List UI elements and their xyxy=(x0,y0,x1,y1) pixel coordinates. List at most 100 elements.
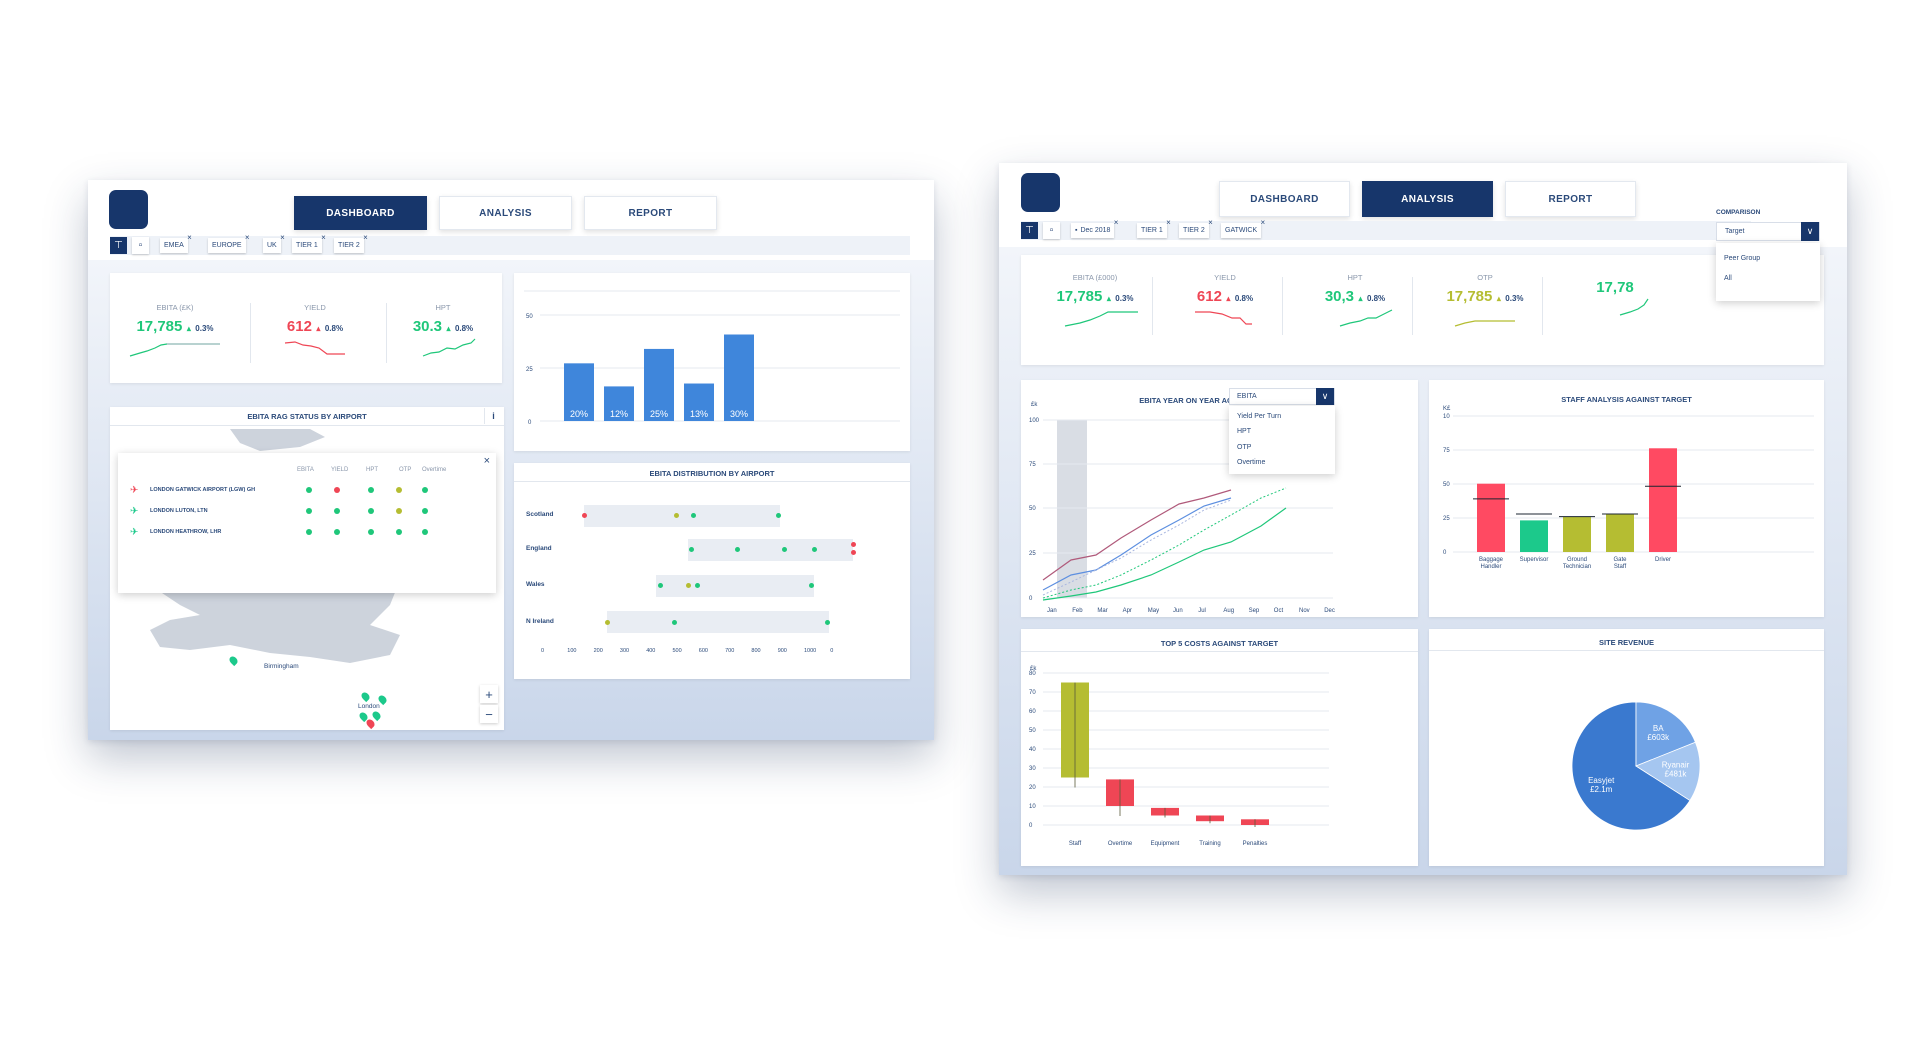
airport-name[interactable]: LONDON LUTON, LTN xyxy=(150,508,208,514)
menu-item[interactable]: Peer Group xyxy=(1724,255,1761,262)
status-dot[interactable] xyxy=(334,508,340,514)
airport-name[interactable]: LONDON GATWICK AIRPORT (LGW) GH xyxy=(150,487,256,493)
app-logo[interactable] xyxy=(1021,173,1060,212)
tab-report[interactable]: REPORT xyxy=(584,196,717,230)
close-icon[interactable]: × xyxy=(321,233,326,242)
status-dot[interactable] xyxy=(368,487,374,493)
data-point[interactable] xyxy=(851,550,856,555)
filter-chip[interactable]: TIER 2 × xyxy=(1179,218,1213,238)
close-icon[interactable]: × xyxy=(187,233,192,242)
bar[interactable] xyxy=(1606,514,1634,552)
data-point[interactable] xyxy=(672,620,677,625)
bar[interactable] xyxy=(1563,516,1591,552)
kpi-yield[interactable]: YIELD 612 ▴ 0.8% xyxy=(265,303,365,363)
metric-select[interactable]: EBITA ∨ xyxy=(1229,388,1335,405)
calendar-icon[interactable]: ▫ xyxy=(132,237,149,254)
menu-item[interactable]: All xyxy=(1724,275,1732,282)
chevron-down-icon[interactable]: ∨ xyxy=(1316,388,1334,405)
filter-chip[interactable]: TIER 1 × xyxy=(1137,218,1171,238)
comparison-select[interactable]: Target ∨ xyxy=(1716,222,1820,241)
data-point[interactable] xyxy=(689,547,694,552)
status-dot[interactable] xyxy=(306,487,312,493)
filter-chip[interactable]: EMEA × xyxy=(160,233,192,253)
menu-item[interactable]: OTP xyxy=(1237,444,1252,451)
zoom-out-button[interactable]: − xyxy=(480,705,498,723)
pie-slice[interactable] xyxy=(1571,701,1691,831)
filter-chip[interactable]: TIER 2 × xyxy=(334,233,368,253)
tab-report[interactable]: REPORT xyxy=(1505,181,1636,217)
filter-chip[interactable]: UK × xyxy=(263,233,285,253)
status-dot[interactable] xyxy=(306,508,312,514)
status-dot[interactable] xyxy=(422,529,428,535)
bar[interactable] xyxy=(724,334,754,421)
app-logo[interactable] xyxy=(109,190,148,229)
tab-dashboard[interactable]: DASHBOARD xyxy=(294,196,427,230)
chevron-down-icon[interactable]: ∨ xyxy=(1801,222,1819,241)
tab-analysis[interactable]: ANALYSIS xyxy=(1362,181,1493,217)
data-point[interactable] xyxy=(582,513,587,518)
filter-chip[interactable]: EUROPE × xyxy=(208,233,250,253)
data-point[interactable] xyxy=(812,547,817,552)
filter-icon[interactable]: ⊤ xyxy=(110,237,127,254)
bar[interactable] xyxy=(604,386,634,421)
data-point[interactable] xyxy=(686,583,691,588)
bar[interactable] xyxy=(1520,520,1548,552)
kpi-tile[interactable]: EBITA (£000) 17,785 ▴ 0.3% xyxy=(1035,273,1155,335)
filter-chip[interactable]: ▪ Dec 2018 × xyxy=(1071,218,1118,238)
status-dot[interactable] xyxy=(334,529,340,535)
kpi-tile[interactable]: YIELD 612 ▴ 0.8% xyxy=(1165,273,1285,335)
pie-slice[interactable] xyxy=(1635,741,1701,801)
close-icon[interactable]: × xyxy=(1260,218,1266,227)
data-point[interactable] xyxy=(776,513,781,518)
filter-chip[interactable]: GATWICK × xyxy=(1221,218,1265,238)
data-point[interactable] xyxy=(695,583,700,588)
close-icon[interactable]: × xyxy=(280,233,285,242)
bar[interactable] xyxy=(1477,483,1505,552)
status-dot[interactable] xyxy=(368,508,374,514)
bar[interactable] xyxy=(684,383,714,421)
airport-name[interactable]: LONDON HEATHROW, LHR xyxy=(150,529,222,535)
status-dot[interactable] xyxy=(422,487,428,493)
data-point[interactable] xyxy=(691,513,696,518)
data-point[interactable] xyxy=(809,583,814,588)
status-dot[interactable] xyxy=(396,508,402,514)
status-dot[interactable] xyxy=(422,508,428,514)
bar[interactable] xyxy=(564,363,594,421)
data-point[interactable] xyxy=(674,513,679,518)
bar[interactable] xyxy=(1649,448,1677,552)
kpi-tile[interactable]: 17,78 xyxy=(1555,273,1675,326)
filter-icon[interactable]: ⊤ xyxy=(1021,222,1038,239)
menu-item[interactable]: HPT xyxy=(1237,428,1251,435)
close-icon[interactable]: × xyxy=(1166,218,1171,227)
status-dot[interactable] xyxy=(306,529,312,535)
info-button[interactable]: i xyxy=(484,408,502,424)
data-point[interactable] xyxy=(735,547,740,552)
menu-item[interactable]: Yield Per Turn xyxy=(1237,413,1282,420)
status-dot[interactable] xyxy=(396,529,402,535)
tab-dashboard[interactable]: DASHBOARD xyxy=(1219,181,1350,217)
tab-analysis[interactable]: ANALYSIS xyxy=(439,196,572,230)
kpi-ebita[interactable]: EBITA (£K) 17,785 ▴ 0.3% xyxy=(125,303,225,363)
data-point[interactable] xyxy=(851,542,856,547)
calendar-icon[interactable]: ▫ xyxy=(1043,222,1060,239)
data-point[interactable] xyxy=(605,620,610,625)
close-icon[interactable]: × xyxy=(1208,218,1213,227)
kpi-tile[interactable]: OTP 17,785 ▴ 0.3% xyxy=(1425,273,1545,335)
bar[interactable] xyxy=(644,348,674,421)
kpi-hpt[interactable]: HPT 30.3 ▴ 0.8% xyxy=(393,303,493,363)
data-point[interactable] xyxy=(825,620,830,625)
kpi-tile[interactable]: HPT 30,3 ▴ 0.8% xyxy=(1295,273,1415,335)
close-icon[interactable]: × xyxy=(1113,218,1119,227)
zoom-in-button[interactable]: + xyxy=(480,685,498,703)
filter-chip[interactable]: TIER 1 × xyxy=(292,233,326,253)
data-point[interactable] xyxy=(782,547,787,552)
status-dot[interactable] xyxy=(334,487,340,493)
status-dot[interactable] xyxy=(368,529,374,535)
status-dot[interactable] xyxy=(396,487,402,493)
pie-slice[interactable] xyxy=(1635,701,1696,767)
menu-item[interactable]: Overtime xyxy=(1237,459,1266,466)
close-icon[interactable]: × xyxy=(483,455,490,467)
data-point[interactable] xyxy=(658,583,663,588)
close-icon[interactable]: × xyxy=(244,233,250,242)
close-icon[interactable]: × xyxy=(363,233,368,242)
